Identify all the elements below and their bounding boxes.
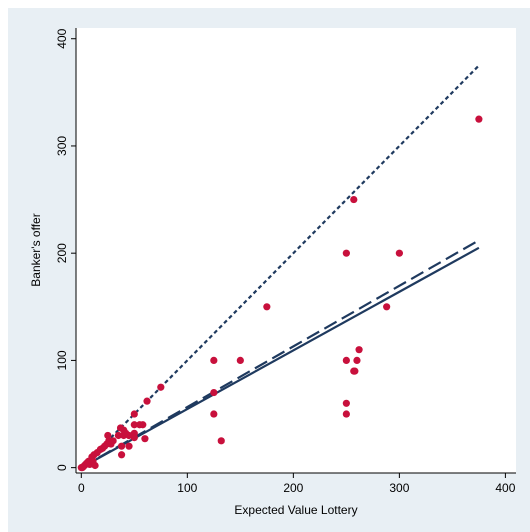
- data-point: [342, 399, 350, 407]
- x-tick-label: 0: [78, 481, 85, 495]
- data-point: [383, 303, 391, 311]
- data-point: [395, 249, 403, 257]
- y-tick-label: 100: [55, 350, 69, 370]
- fit-line-solid: [80, 246, 480, 469]
- data-point: [130, 434, 138, 442]
- data-points: [77, 115, 483, 472]
- data-point: [130, 421, 138, 429]
- data-point: [125, 442, 133, 450]
- data-point: [210, 356, 218, 365]
- data-point: [130, 410, 138, 418]
- x-tick-label: 300: [389, 481, 409, 495]
- data-point: [342, 410, 350, 418]
- data-point: [342, 356, 350, 365]
- data-point: [350, 195, 358, 204]
- data-point: [475, 115, 483, 123]
- y-axis-label: Banker's offer: [29, 213, 43, 286]
- data-point: [236, 356, 244, 365]
- data-point: [210, 410, 218, 418]
- data-point: [141, 435, 149, 443]
- data-point: [351, 367, 359, 375]
- data-point: [353, 356, 361, 365]
- fit-line-long-dash: [80, 239, 480, 469]
- data-point: [263, 303, 271, 311]
- data-point: [157, 383, 165, 391]
- axes: 0 100 200 300 400 0 100 200 300 400: [55, 28, 516, 495]
- data-point: [355, 346, 363, 354]
- data-point: [210, 388, 218, 397]
- data-point: [117, 442, 126, 450]
- x-axis-label: Expected Value Lottery: [234, 503, 357, 517]
- data-point: [143, 397, 151, 405]
- data-point: [104, 431, 112, 440]
- x-tick-label: 100: [177, 481, 197, 495]
- data-point: [342, 249, 350, 257]
- data-point: [139, 421, 147, 429]
- x-tick-label: 400: [495, 481, 515, 495]
- data-point: [91, 461, 99, 470]
- y-tick-label: 300: [55, 136, 69, 156]
- data-point: [217, 437, 225, 445]
- data-point: [114, 431, 123, 440]
- data-point: [117, 451, 126, 459]
- y-tick-label: 400: [55, 28, 69, 48]
- y-tick-label: 200: [55, 243, 69, 263]
- data-point: [109, 437, 117, 445]
- y-tick-label: 0: [55, 464, 69, 471]
- x-tick-label: 200: [283, 481, 303, 495]
